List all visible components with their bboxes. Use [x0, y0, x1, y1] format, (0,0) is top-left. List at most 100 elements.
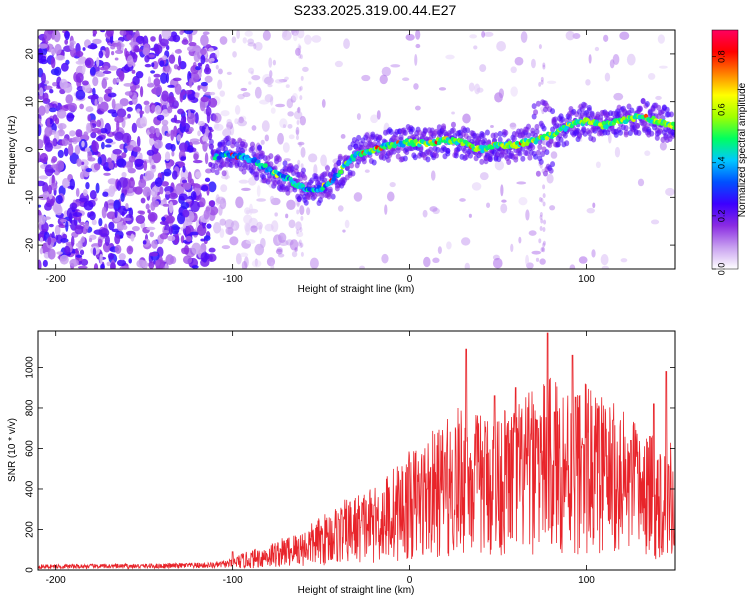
spectrogram-noise-cell: [225, 226, 234, 235]
spectrogram-noise-cell: [206, 223, 212, 229]
spectrogram-noise-cell: [187, 171, 192, 184]
spectrogram-noise-cell: [240, 87, 248, 92]
spectrogram-noise-cell: [134, 45, 140, 53]
spectrogram-noise-cell: [79, 103, 84, 110]
spectrogram-noise-cell: [578, 256, 588, 264]
spectrogram-noise-cell: [39, 247, 44, 255]
spectrogram-noise-cell: [121, 171, 127, 178]
spectrogram-noise-cell: [167, 235, 176, 242]
spectrogram-noise-cell: [207, 131, 213, 141]
spectrogram-noise-cell: [528, 230, 537, 236]
spectrogram-noise-cell: [178, 193, 188, 201]
spectrogram-noise-cell: [287, 111, 294, 117]
spectrogram-noise-cell: [188, 126, 194, 133]
spectrogram-ridge-core: [672, 125, 675, 131]
spectrogram-noise-cell: [49, 89, 54, 94]
spectrogram-noise-cell: [91, 219, 97, 226]
spectrogram-noise-cell: [49, 198, 55, 207]
spectrogram-noise-cell: [151, 239, 158, 249]
spectrogram-noise-cell: [71, 136, 82, 143]
spectrogram-noise-cell: [260, 139, 265, 145]
spectrogram-noise-cell: [75, 89, 86, 100]
spectrogram-ridge-halo: [276, 156, 282, 163]
spectrogram-noise-cell: [414, 105, 421, 111]
spectrogram-ridge-core: [339, 169, 344, 175]
spectrogram-noise-cell: [64, 39, 69, 45]
spectrogram-ridge-core: [351, 157, 356, 162]
spectrogram-noise-cell: [181, 39, 189, 45]
spectrogram-noise-cell: [588, 54, 592, 64]
spectrogram-ridge-halo: [564, 140, 570, 147]
spectrogram-noise-cell: [162, 203, 170, 207]
spectrogram-noise-cell: [101, 206, 107, 219]
spectrogram-noise-cell: [293, 32, 298, 42]
spectrogram-noise-cell: [285, 213, 289, 219]
spectrogram-ridge-core: [544, 135, 550, 141]
spectrogram-noise-cell: [130, 233, 135, 242]
spectrogram-noise-cell: [430, 170, 436, 181]
spectrogram-noise-cell: [184, 89, 193, 95]
spectrogram-noise-cell: [52, 82, 58, 87]
spectrogram-noise-cell: [154, 177, 163, 188]
colorbar-ticks: 0.0 0.2 0.4 0.6 0.8: [712, 50, 726, 275]
spectrogram-ridge-halo: [445, 150, 451, 157]
spectrogram-noise-cell: [88, 237, 93, 243]
spectrogram-noise-cell: [204, 253, 210, 260]
spectrogram-noise-cell: [177, 55, 182, 66]
spectrogram-ridge-halo: [479, 158, 485, 165]
spectrogram-noise-cell: [69, 130, 76, 137]
spectrogram-ridge-halo: [208, 138, 214, 145]
spectrogram-noise-cell: [60, 238, 69, 243]
spectrogram-noise-cell: [546, 80, 557, 84]
spectrogram-noise-cell: [75, 248, 79, 254]
spectrogram-noise-cell: [112, 148, 123, 155]
spectrogram-noise-cell: [219, 90, 226, 97]
spectrogram-noise-cell: [277, 132, 284, 145]
spectrogram-ridge-halo: [535, 100, 541, 107]
spectrogram-noise-cell: [297, 141, 305, 146]
spectrogram-ridge-halo: [544, 149, 550, 156]
spectrogram-noise-cell: [41, 72, 46, 84]
spectrogram-noise-cell: [235, 253, 242, 265]
spectrogram-noise-cell: [160, 72, 168, 84]
spectrogram-noise-cell: [38, 43, 48, 49]
spectrogram-noise-cell: [101, 78, 108, 89]
spectrogram-noise-cell: [199, 99, 206, 112]
spectrogram-noise-cell: [118, 70, 125, 81]
spectrogram-noise-cell: [56, 251, 63, 255]
spectrogram-noise-cell: [321, 99, 326, 108]
spectrogram-noise-cell: [518, 196, 528, 206]
spectrogram-noise-cell: [275, 103, 286, 108]
spectrogram-noise-cell: [131, 122, 137, 134]
spectrogram-noise-cell: [389, 181, 396, 188]
spectrogram-noise-cell: [202, 31, 210, 35]
spectrogram-noise-cell: [546, 173, 554, 184]
spectrogram-ridge-halo: [240, 147, 246, 154]
spectrogram-ridge-halo: [634, 122, 640, 129]
spectrogram-noise-cell: [260, 237, 266, 249]
spectrogram-noise-cell: [132, 75, 140, 86]
spectrogram-noise-cell: [79, 249, 85, 256]
spectrogram-noise-cell: [549, 205, 556, 211]
spectrogram-noise-cell: [637, 178, 645, 187]
spectrogram-noise-cell: [146, 149, 155, 156]
spectrogram-noise-cell: [300, 163, 304, 169]
spectrogram-noise-cell: [286, 98, 294, 109]
spectrogram-noise-cell: [142, 186, 151, 197]
spectrogram-noise-cell: [149, 126, 156, 134]
spectrogram-noise-cell: [320, 154, 327, 167]
spectrogram-noise-cell: [540, 218, 544, 224]
spectrogram-noise-cell: [476, 87, 484, 93]
spectrogram-ridge-halo: [538, 158, 544, 165]
spectrogram-noise-cell: [200, 96, 209, 103]
spectrogram-noise-cell: [189, 72, 200, 83]
spectrogram-noise-cell: [531, 58, 536, 69]
spectrogram-ridge-halo: [254, 174, 260, 181]
spectrogram-noise-cell: [107, 252, 115, 260]
spectrogram-ridge-halo: [435, 146, 441, 153]
colorbar-label: Normalized spectral amplitude: [737, 82, 748, 217]
spectrogram-noise-cell: [74, 224, 84, 235]
spectrogram-noise-cell: [201, 126, 206, 135]
spectrogram-noise-cell: [44, 103, 50, 114]
spectrogram-noise-cell: [259, 99, 269, 105]
